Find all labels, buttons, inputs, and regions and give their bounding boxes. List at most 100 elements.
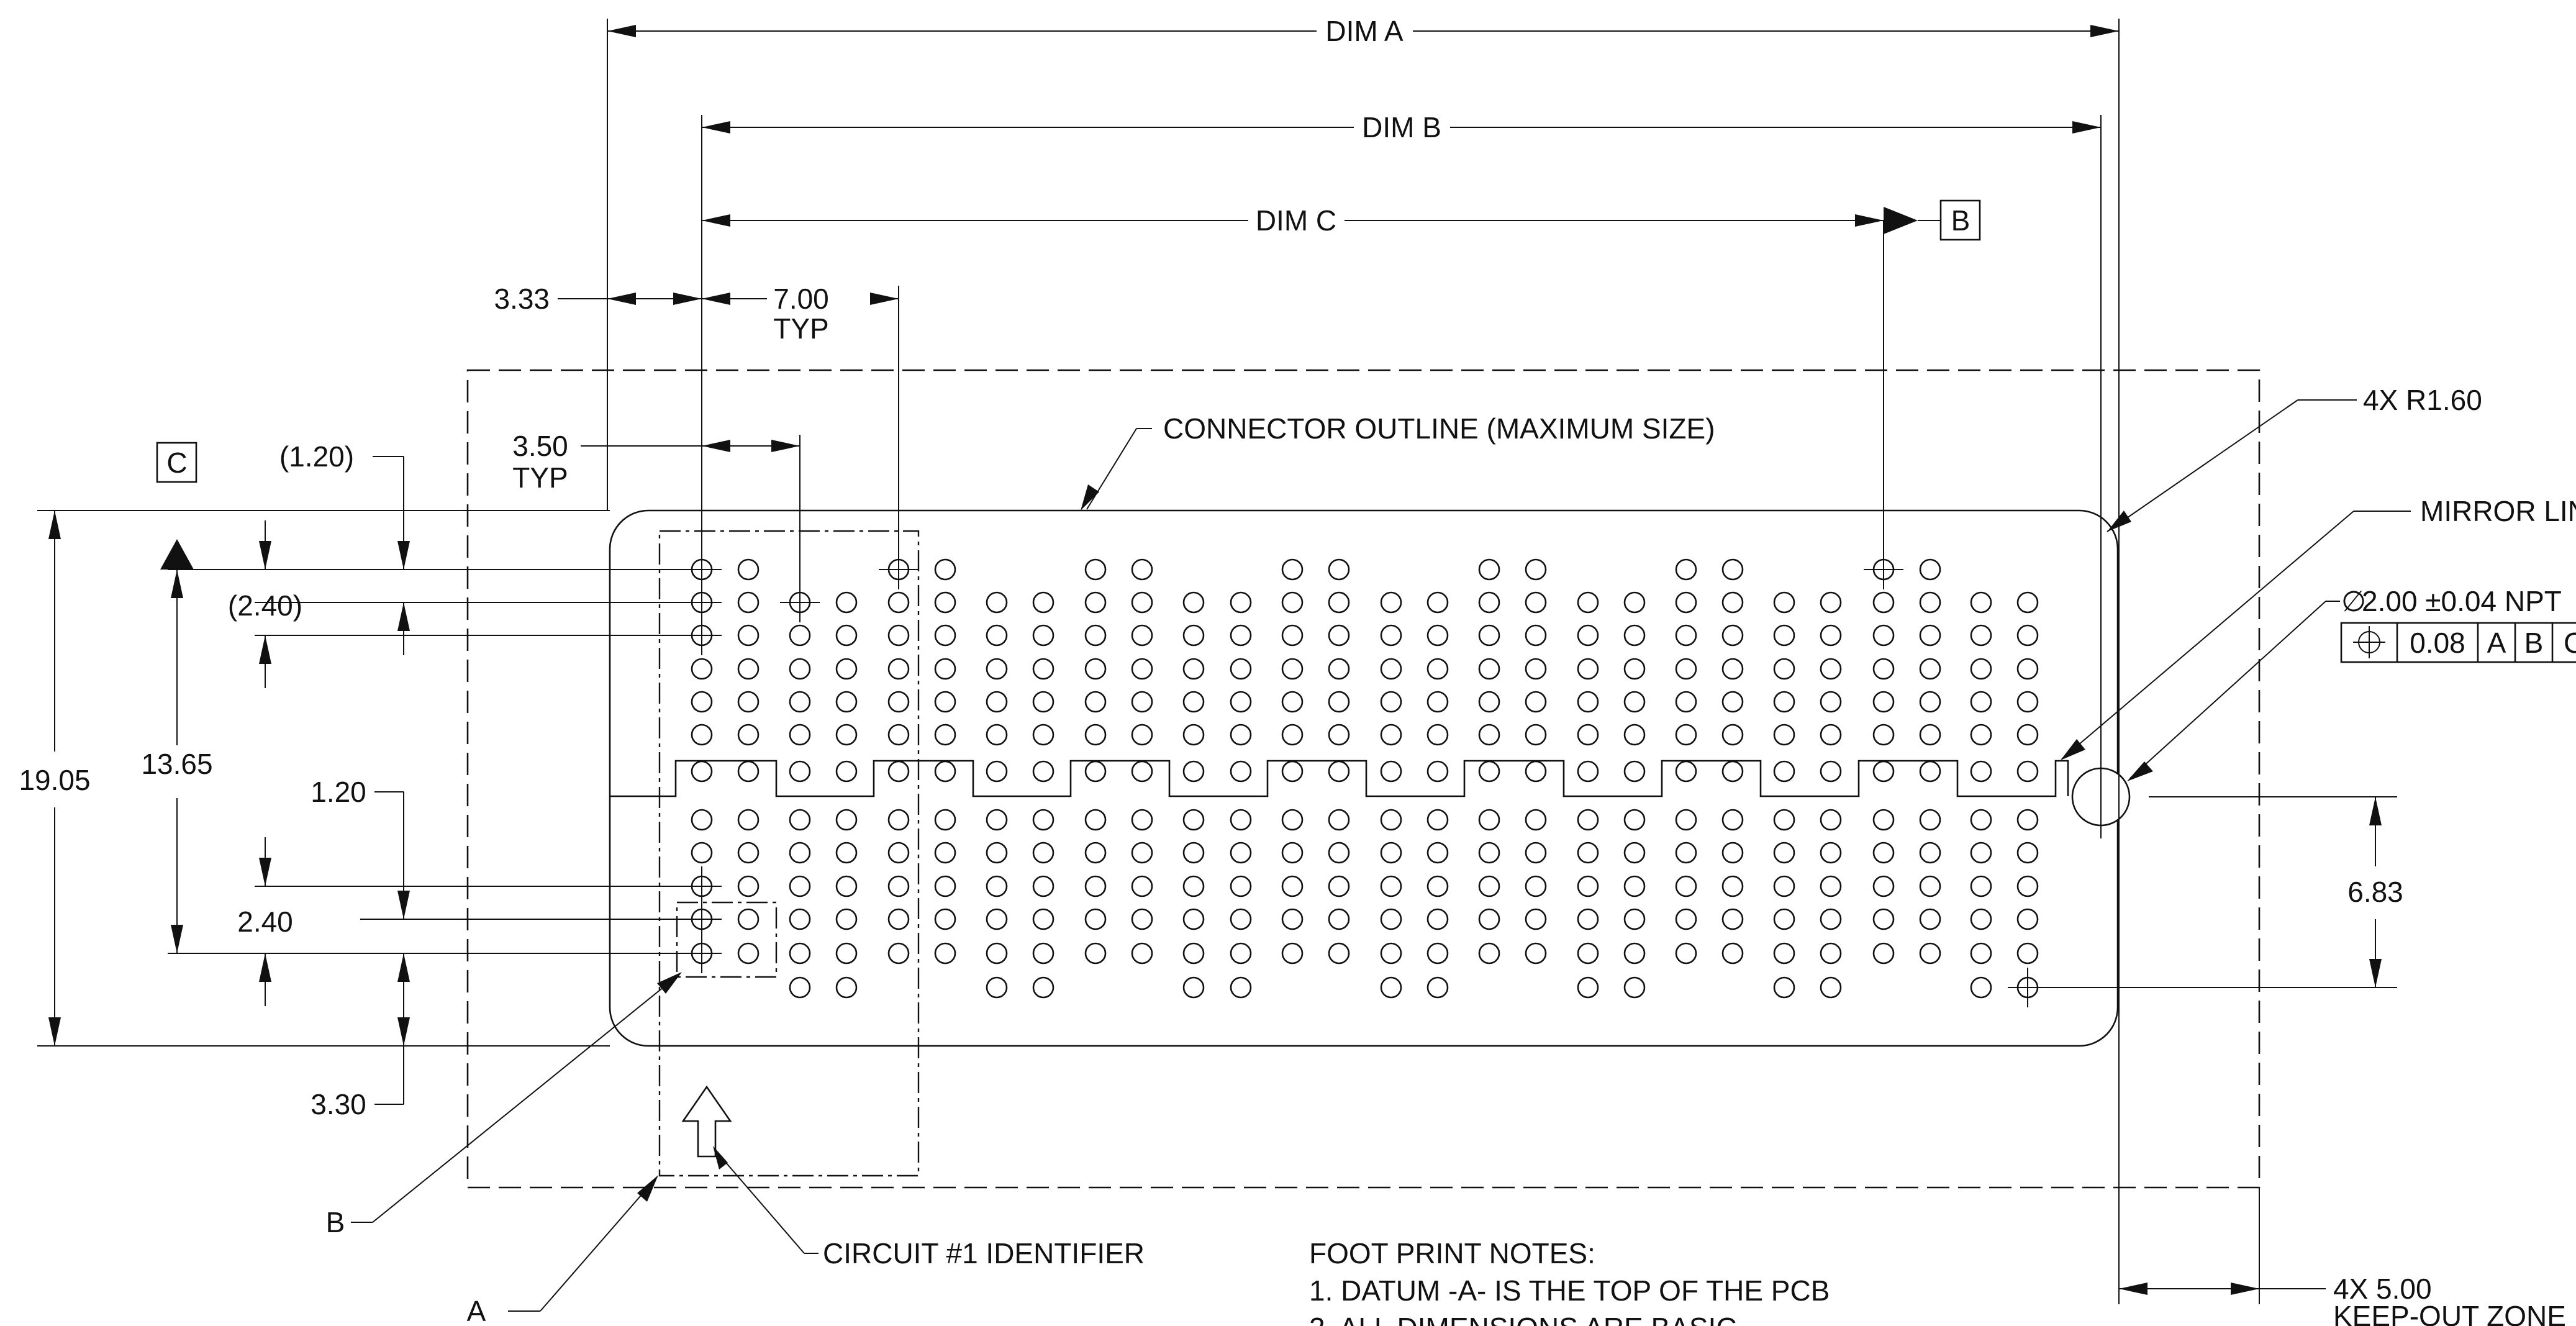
pin-hole bbox=[1032, 908, 1054, 930]
pin-hole bbox=[1970, 908, 1992, 930]
pin-hole bbox=[1032, 724, 1054, 746]
pin-hole bbox=[1281, 691, 1304, 713]
pin-hole bbox=[1426, 908, 1449, 930]
dim-3-33: 3.33 bbox=[494, 283, 702, 315]
pin-hole bbox=[2016, 724, 2039, 746]
datum-b-label: B bbox=[326, 1206, 345, 1238]
dim-b-dimension: DIM B bbox=[702, 111, 2101, 143]
pin-hole bbox=[887, 760, 910, 783]
pin-hole bbox=[1032, 875, 1054, 897]
dim-1-20: 1.20 bbox=[259, 776, 410, 919]
pin-hole bbox=[691, 842, 713, 864]
keep-out-label: KEEP-OUT ZONE bbox=[2333, 1300, 2566, 1326]
pin-hole bbox=[1872, 760, 1895, 783]
pin-hole bbox=[1721, 760, 1744, 783]
pin-hole bbox=[1525, 875, 1547, 897]
radius-callout-label: 4X R1.60 bbox=[2363, 384, 2482, 416]
pin-hole bbox=[1919, 809, 1941, 831]
fcf-datum-c: C bbox=[2564, 627, 2576, 659]
pin-hole bbox=[1721, 658, 1744, 680]
pin-hole bbox=[1478, 908, 1500, 930]
feature-control-frame: 0.08 A B C bbox=[2340, 622, 2576, 663]
pin-hole bbox=[1773, 976, 1795, 999]
pin-hole bbox=[887, 908, 910, 930]
pin-hole bbox=[1426, 842, 1449, 864]
pin-hole bbox=[789, 942, 811, 965]
pin-hole bbox=[691, 724, 713, 746]
pin-hole bbox=[1478, 875, 1500, 897]
pin-hole bbox=[789, 908, 811, 930]
dim-19-05-label: 19.05 bbox=[19, 764, 90, 796]
dim-3-50-typ: 3.50 TYP bbox=[512, 430, 800, 494]
pin-hole bbox=[1721, 558, 1744, 581]
pin-hole bbox=[1872, 591, 1895, 614]
pin-hole bbox=[1084, 591, 1107, 614]
pin-hole bbox=[986, 691, 1008, 713]
pin-hole bbox=[1577, 624, 1599, 647]
pin-hole bbox=[789, 724, 811, 746]
pin-hole bbox=[1820, 691, 1842, 713]
pin-hole bbox=[1525, 658, 1547, 680]
pin-hole bbox=[1230, 624, 1252, 647]
pin-hole bbox=[1773, 809, 1795, 831]
dim-3-33-label: 3.33 bbox=[494, 283, 550, 315]
pin-hole bbox=[835, 875, 858, 897]
dim-19-05: 19.05 bbox=[19, 511, 91, 1046]
pin-hole bbox=[934, 908, 956, 930]
pin-hole bbox=[1721, 842, 1744, 864]
notes-line-1: 1. DATUM -A- IS THE TOP OF THE PCB bbox=[1309, 1274, 1830, 1307]
datum-b-box bbox=[1939, 199, 1981, 241]
pin-hole bbox=[835, 942, 858, 965]
pin-hole bbox=[986, 908, 1008, 930]
fcf-tolerance: 0.08 bbox=[2410, 627, 2465, 659]
pin-hole bbox=[1281, 842, 1304, 864]
pin-hole bbox=[1675, 942, 1697, 965]
pin-hole bbox=[2016, 691, 2039, 713]
pin-hole bbox=[1773, 942, 1795, 965]
pin-hole bbox=[1577, 976, 1599, 999]
circuit-identifier-callout: CIRCUIT #1 IDENTIFIER bbox=[713, 1146, 1145, 1269]
pin-hole bbox=[1032, 809, 1054, 831]
pin-hole bbox=[1919, 724, 1941, 746]
dim-c-dimension: DIM C bbox=[702, 204, 1941, 237]
pin-hole bbox=[887, 658, 910, 680]
pin-hole bbox=[887, 809, 910, 831]
pin-hole bbox=[934, 658, 956, 680]
dim-2-40-ref-label: (2.40) bbox=[228, 589, 302, 622]
pin-hole bbox=[2016, 624, 2039, 647]
pin-hole bbox=[1478, 658, 1500, 680]
pin-hole bbox=[887, 875, 910, 897]
pin-hole bbox=[1675, 558, 1697, 581]
pin-hole bbox=[887, 591, 910, 614]
pin-hole bbox=[887, 942, 910, 965]
pin-hole bbox=[1281, 624, 1304, 647]
pin-hole bbox=[1820, 875, 1842, 897]
pin-hole bbox=[2016, 875, 2039, 897]
dim-3-30: 3.30 bbox=[311, 953, 410, 1120]
pin-hole bbox=[1773, 875, 1795, 897]
pin-hole bbox=[1032, 691, 1054, 713]
pin-hole bbox=[1577, 760, 1599, 783]
pin-hole bbox=[1182, 591, 1205, 614]
pin-hole bbox=[1328, 875, 1350, 897]
pin-hole bbox=[1872, 875, 1895, 897]
pin-hole bbox=[835, 724, 858, 746]
pin-hole bbox=[1182, 809, 1205, 831]
pin-hole bbox=[737, 942, 760, 965]
dim-3-50-typ-label: TYP bbox=[512, 461, 568, 494]
pin-hole bbox=[789, 976, 811, 999]
pin-hole bbox=[691, 760, 713, 783]
pin-hole bbox=[1426, 942, 1449, 965]
pin-hole bbox=[835, 658, 858, 680]
pin-hole bbox=[1328, 809, 1350, 831]
pin-hole bbox=[1820, 624, 1842, 647]
pin-hole bbox=[1328, 842, 1350, 864]
dim-a-dimension: DIM A bbox=[607, 15, 2119, 47]
keep-out-value: 4X 5.00 bbox=[2333, 1273, 2432, 1305]
pin-hole bbox=[1230, 809, 1252, 831]
pin-hole bbox=[1721, 942, 1744, 965]
pin-hole bbox=[1675, 591, 1697, 614]
pin-hole bbox=[1872, 624, 1895, 647]
pin-hole bbox=[986, 658, 1008, 680]
